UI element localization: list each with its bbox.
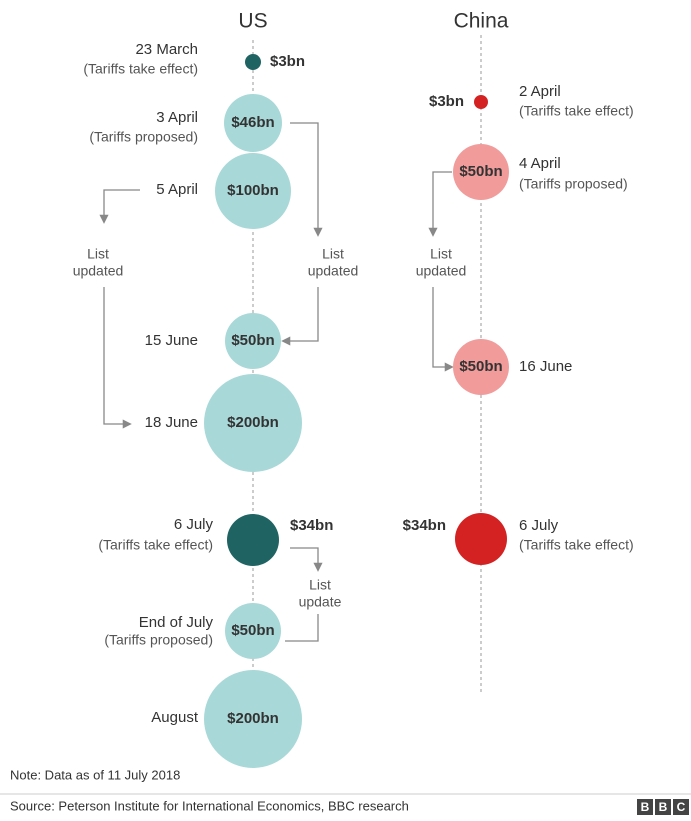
bubble bbox=[224, 94, 282, 152]
date: 5 April bbox=[156, 181, 198, 198]
date-note: (Tariffs proposed) bbox=[519, 176, 628, 192]
note: Note: Data as of 11 July 2018 bbox=[10, 767, 180, 782]
date: End of July bbox=[139, 614, 214, 631]
amount: $3bn bbox=[270, 53, 305, 70]
logo-letter: C bbox=[677, 800, 686, 814]
bubble bbox=[474, 95, 488, 109]
logo-letter: B bbox=[659, 800, 668, 814]
amount: $46bn bbox=[231, 114, 274, 131]
china-title: China bbox=[454, 10, 509, 33]
amount: $3bn bbox=[429, 93, 464, 110]
date-note: (Tariffs proposed) bbox=[104, 632, 213, 648]
logo-box bbox=[673, 799, 689, 815]
annotation: List bbox=[87, 246, 109, 262]
bubble bbox=[245, 54, 261, 70]
annotation: updated bbox=[73, 263, 124, 279]
bubble bbox=[453, 339, 509, 395]
date: 6 July bbox=[174, 516, 214, 533]
amount: $50bn bbox=[231, 622, 274, 639]
annotation: updated bbox=[308, 263, 359, 279]
bubble bbox=[204, 374, 302, 472]
annotation: update bbox=[299, 594, 342, 610]
source: Source: Peterson Institute for Internati… bbox=[10, 798, 409, 813]
logo-box bbox=[637, 799, 653, 815]
date-note: (Tariffs take effect) bbox=[83, 61, 198, 77]
date-note: (Tariffs take effect) bbox=[519, 537, 634, 553]
date: 18 June bbox=[145, 414, 198, 431]
amount: $50bn bbox=[459, 163, 502, 180]
amount: $200bn bbox=[227, 710, 279, 727]
bubble bbox=[225, 313, 281, 369]
arrows bbox=[99, 122, 454, 642]
date: 2 April bbox=[519, 83, 561, 100]
date-note: (Tariffs proposed) bbox=[89, 129, 198, 145]
amount: $50bn bbox=[231, 332, 274, 349]
annotation: List bbox=[322, 246, 344, 262]
date: 3 April bbox=[156, 109, 198, 126]
bubble bbox=[215, 153, 291, 229]
date: 16 June bbox=[519, 358, 572, 375]
annotation: updated bbox=[416, 263, 467, 279]
date: 6 July bbox=[519, 517, 559, 534]
amount: $34bn bbox=[403, 517, 446, 534]
us-title: US bbox=[238, 10, 267, 33]
logo-box bbox=[655, 799, 671, 815]
bubble bbox=[227, 514, 279, 566]
date: 23 March bbox=[135, 41, 198, 58]
amount: $200bn bbox=[227, 414, 279, 431]
bubble bbox=[204, 670, 302, 768]
date: August bbox=[151, 709, 199, 726]
date-note: (Tariffs take effect) bbox=[98, 537, 213, 553]
logo-letter: B bbox=[641, 800, 650, 814]
date: 4 April bbox=[519, 155, 561, 172]
amount: $34bn bbox=[290, 517, 333, 534]
bubble bbox=[225, 603, 281, 659]
date-note: (Tariffs take effect) bbox=[519, 103, 634, 119]
bubble bbox=[455, 513, 507, 565]
annotation: List bbox=[430, 246, 452, 262]
amount: $50bn bbox=[459, 358, 502, 375]
date: 15 June bbox=[145, 332, 198, 349]
amount: $100bn bbox=[227, 182, 279, 199]
annotation: List bbox=[309, 577, 331, 593]
bubble bbox=[453, 144, 509, 200]
